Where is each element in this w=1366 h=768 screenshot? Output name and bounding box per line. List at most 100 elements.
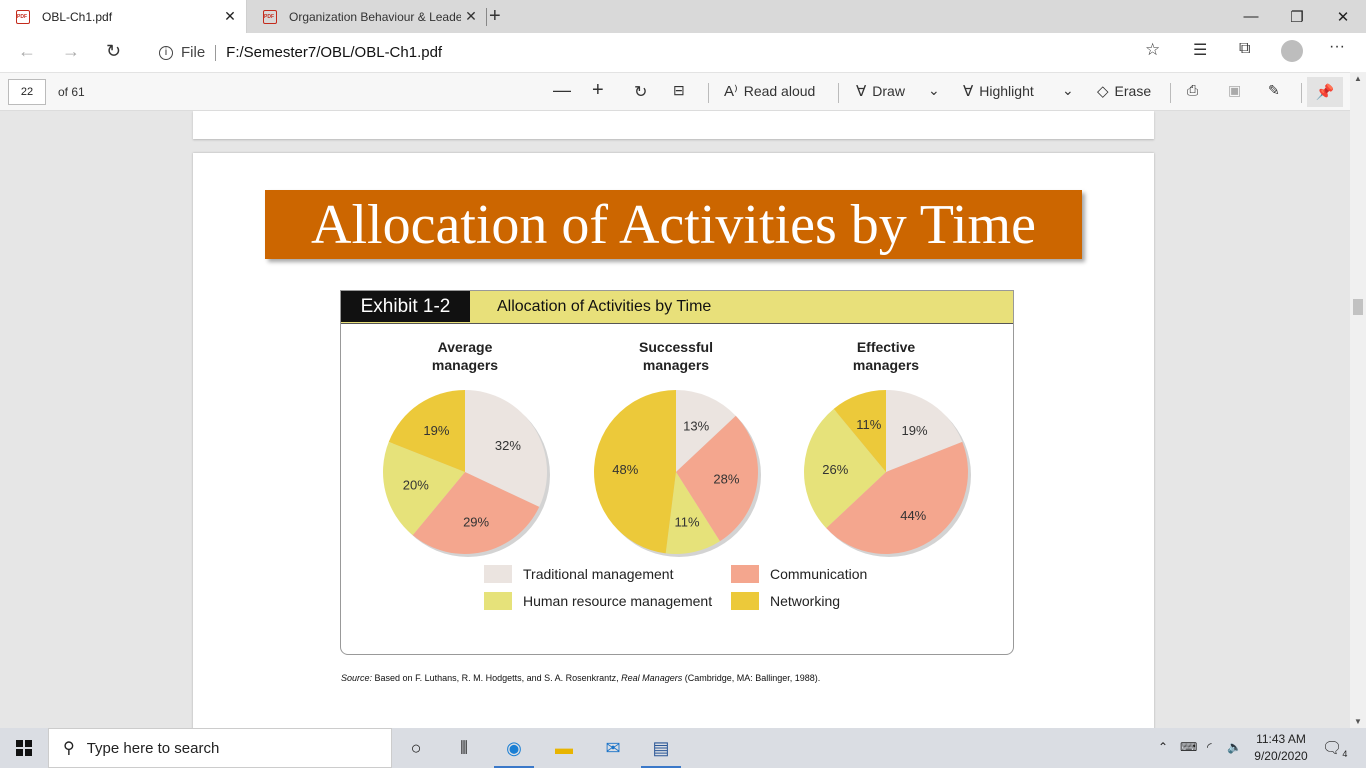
refresh-icon[interactable]: ↻ [106,41,122,61]
read-aloud-icon: A⁾ [724,83,738,100]
mail-icon[interactable]: ✉ [605,737,621,758]
vertical-scrollbar[interactable]: ▲ ▼ [1350,72,1366,728]
pie-data-label: 28% [713,471,739,486]
tab-title: OBL-Ch1.pdf [42,9,113,24]
source-prefix: Source: [341,673,373,683]
fit-page-icon[interactable]: ⊟ [673,82,685,98]
pdf-page: Allocation of Activities by Time Exhibit… [193,153,1154,728]
clock-time: 11:43 AM [1256,732,1306,746]
pdf-icon [263,9,277,24]
erase-button[interactable]: ◇ Erase [1097,82,1151,100]
cortana-icon[interactable]: ○ [410,737,422,758]
pie-slice [465,390,547,507]
back-arrow-icon[interactable]: ← [18,41,36,61]
taskbar: ⚲ Type here to search ○ ⫴ ◉ ▬ ✉ ▤ ⌃ ⌨ ◜ … [0,728,1366,768]
read-aloud-button[interactable]: A⁾ Read aloud [724,82,815,100]
legend-label: Communication [770,566,867,582]
profile-avatar[interactable] [1281,40,1303,62]
page-count: of 61 [58,85,85,99]
legend-label: Traditional management [523,566,674,582]
zoom-out-icon[interactable]: — [553,80,571,100]
tab-obl-ch1[interactable]: OBL-Ch1.pdf ✕ [0,0,247,33]
pie-data-label: 48% [612,462,638,477]
save-icon[interactable]: ▣ [1228,82,1242,98]
exhibit-label: Exhibit 1-2 [341,291,470,322]
collections-icon[interactable]: ⧉ [1239,40,1251,57]
erase-label: Erase [1114,83,1152,99]
pie-slice [676,415,758,542]
word-icon[interactable]: ▤ [637,728,685,768]
pie-title: managers [643,357,709,373]
info-icon[interactable]: i [159,45,173,60]
url-text[interactable]: F:/Semester7/OBL/OBL-Ch1.pdf [226,44,443,61]
show-hidden-icons-chevron-icon[interactable]: ⌃ [1158,740,1169,754]
task-view-icon[interactable]: ⫴ [460,737,468,758]
draw-options-chevron-icon[interactable]: ⌄ [928,82,940,98]
scheme-label: File [181,44,206,61]
highlighter-icon: ∀ [963,83,974,100]
tab-organization-behaviour[interactable]: Organization Behaviour & Leade ✕ [247,0,487,33]
pie-data-label: 19% [902,423,928,438]
start-button[interactable] [0,728,48,768]
edge-icon[interactable]: ◉ [490,728,538,768]
close-tab-icon[interactable]: ✕ [224,8,236,24]
favorite-star-icon[interactable]: ☆ [1145,40,1161,59]
pie-slice [388,390,465,472]
pdf-toolbar: 22 of 61 — + ↻ ⊟ A⁾ Read aloud ∀ Draw ⌄ ∀ H… [0,72,1366,111]
highlight-label: Highlight [979,83,1034,99]
minimize-button[interactable]: — [1243,8,1259,25]
pie-slice [593,390,676,554]
print-icon[interactable]: ⎙ [1187,82,1199,98]
draw-button[interactable]: ∀ Draw [856,82,905,100]
input-method-icon[interactable]: ⌨ [1180,740,1198,754]
rotate-icon[interactable]: ↻ [634,84,648,101]
close-window-button[interactable]: ✕ [1336,8,1350,26]
toolbar-divider [838,83,839,103]
notifications-icon[interactable]: 🗨4 [1322,740,1348,760]
pin-toolbar-icon[interactable]: 📌 [1307,77,1343,107]
notification-count: 4 [1342,749,1348,760]
scroll-up-arrow-icon[interactable]: ▲ [1354,74,1362,83]
scroll-down-arrow-icon[interactable]: ▼ [1354,717,1362,726]
clock-date: 9/20/2020 [1254,749,1308,763]
forward-arrow-icon[interactable]: → [62,41,80,61]
pie-charts: Average managers 32% 29% 20% 19% Successful man… [383,339,971,610]
scroll-thumb[interactable] [1353,299,1363,315]
pie-slice [826,441,968,554]
save-as-icon[interactable]: ✎ [1268,82,1280,98]
highlight-options-chevron-icon[interactable]: ⌄ [1062,82,1074,98]
address-divider [215,44,217,61]
legend-label: Networking [770,593,840,609]
new-tab-button[interactable]: + [489,5,501,27]
pie-title: managers [432,357,498,373]
favorites-list-icon[interactable]: ☰ [1193,42,1208,59]
legend-swatch [484,565,512,583]
exhibit-label-text: Exhibit 1-2 [360,295,451,317]
more-menu-icon[interactable]: ··· [1329,38,1345,55]
tab-separator [486,8,487,26]
pie-data-label: 11% [856,417,881,432]
highlight-button[interactable]: ∀ Highlight [963,82,1034,100]
taskbar-search[interactable]: ⚲ Type here to search [48,728,392,768]
close-tab-icon[interactable]: ✕ [465,8,477,24]
zoom-in-icon[interactable]: + [592,79,604,101]
source-book-title: Real Managers [621,673,683,683]
pie-data-label: 26% [822,462,848,477]
restore-button[interactable]: ❐ [1290,8,1304,26]
wifi-icon[interactable]: ◜ [1207,740,1212,754]
pie-data-label: 19% [423,423,449,438]
pdf-viewport[interactable]: Allocation of Activities by Time Exhibit… [0,111,1350,728]
draw-label: Draw [872,83,905,99]
address-field[interactable]: i File F:/Semester7/OBL/OBL-Ch1.pdf [147,38,1177,67]
file-explorer-icon[interactable]: ▬ [555,737,573,758]
page-number-input[interactable]: 22 [8,79,46,105]
read-aloud-label: Read aloud [743,83,816,99]
source-text: Based on F. Luthans, R. M. Hodgetts, and… [372,673,622,683]
search-placeholder: Type here to search [86,739,220,757]
pie-title: managers [853,357,919,373]
source-citation: Source: Based on F. Luthans, R. M. Hodge… [341,673,820,683]
volume-icon[interactable]: 🔈 [1227,740,1242,754]
windows-logo-icon [16,740,32,756]
pie-data-label: 44% [900,508,926,523]
clock[interactable]: 11:43 AM 9/20/2020 [1248,731,1314,765]
